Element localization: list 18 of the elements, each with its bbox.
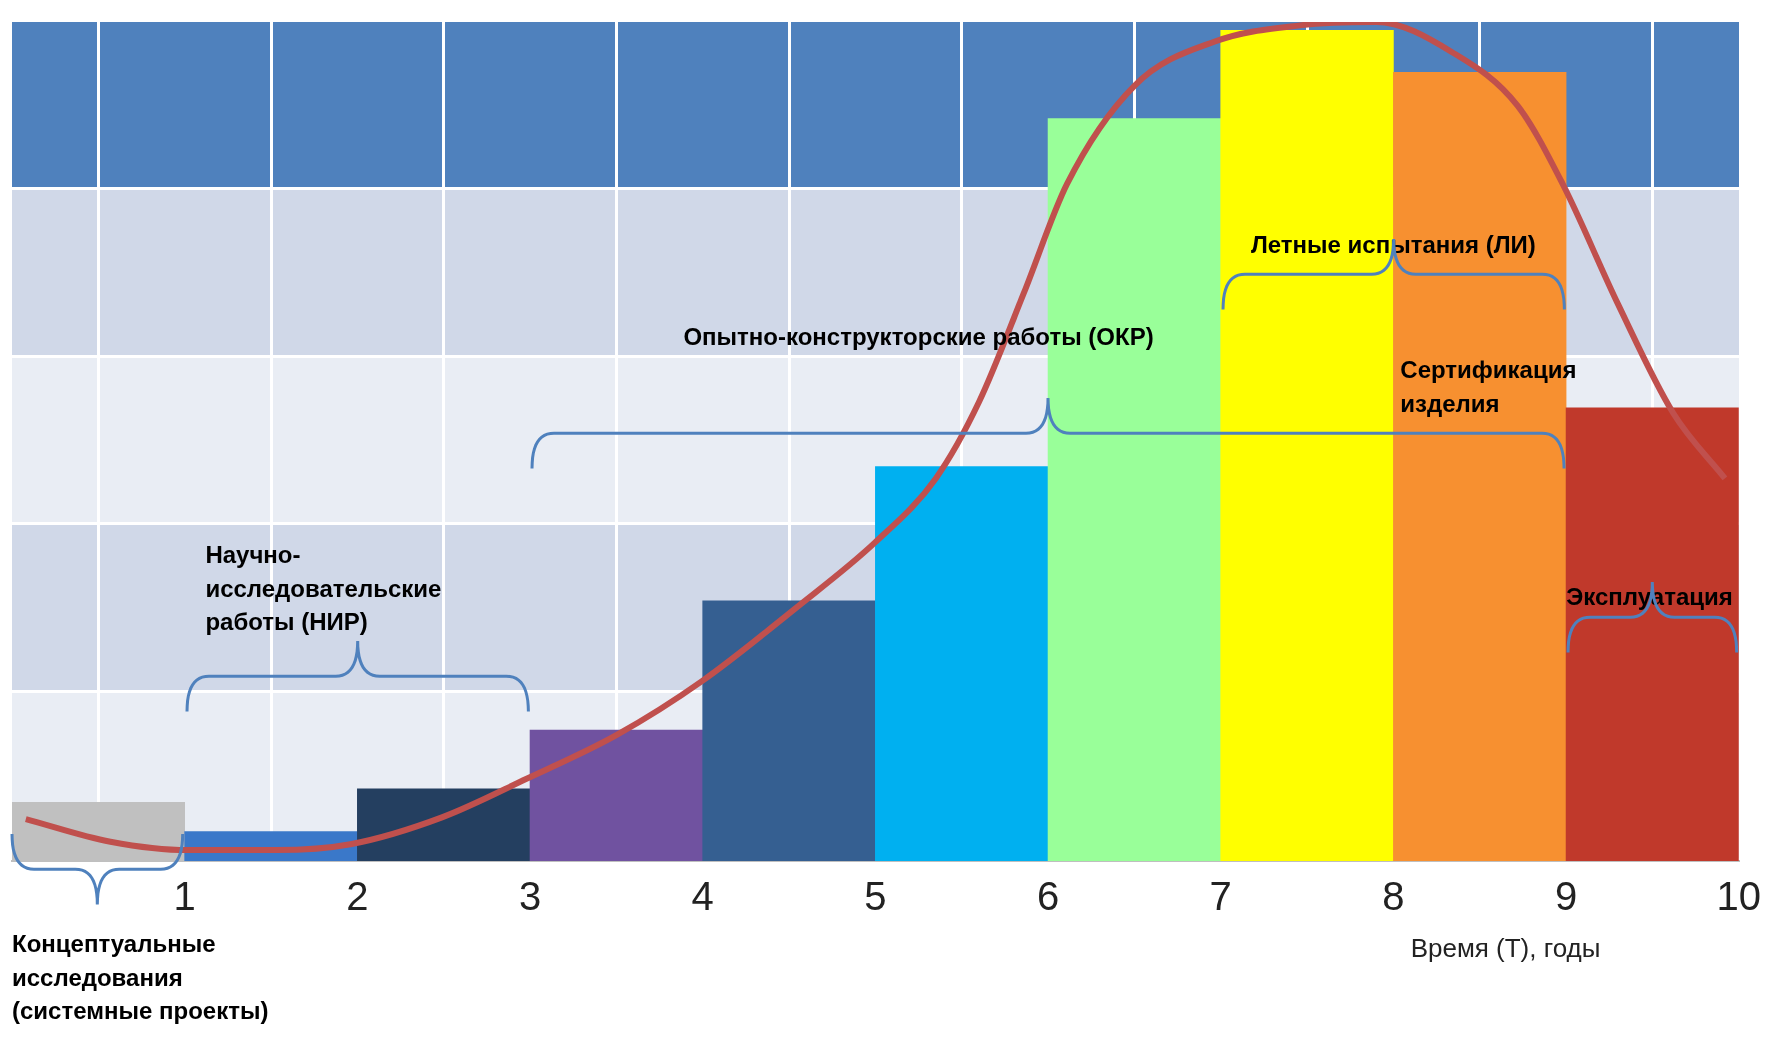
text: Концептуальные исследования (системные проекты)	[12, 929, 270, 1027]
bar	[875, 466, 1049, 861]
bar	[529, 729, 704, 861]
x-tick-label: 9	[1554, 874, 1578, 919]
x-tick-label: 1	[173, 874, 196, 919]
bar	[1565, 407, 1739, 861]
x-tick-label: 3	[518, 874, 542, 919]
x-tick-label: 6	[1036, 874, 1060, 919]
bar	[357, 788, 531, 861]
x-tick-label: 7	[1209, 874, 1232, 919]
x-tick-label: 5	[864, 874, 887, 919]
x-tick-label: 8	[1382, 874, 1405, 919]
annotation: Научно-исследовательские работы (НИР)	[205, 540, 443, 638]
x-tick-label: 2	[346, 874, 369, 919]
bar	[702, 600, 876, 861]
x-axis-title: Время (Т), годы	[1410, 933, 1601, 964]
x-tick-label: 10	[1716, 874, 1761, 919]
x-tick-label: 4	[691, 874, 714, 919]
